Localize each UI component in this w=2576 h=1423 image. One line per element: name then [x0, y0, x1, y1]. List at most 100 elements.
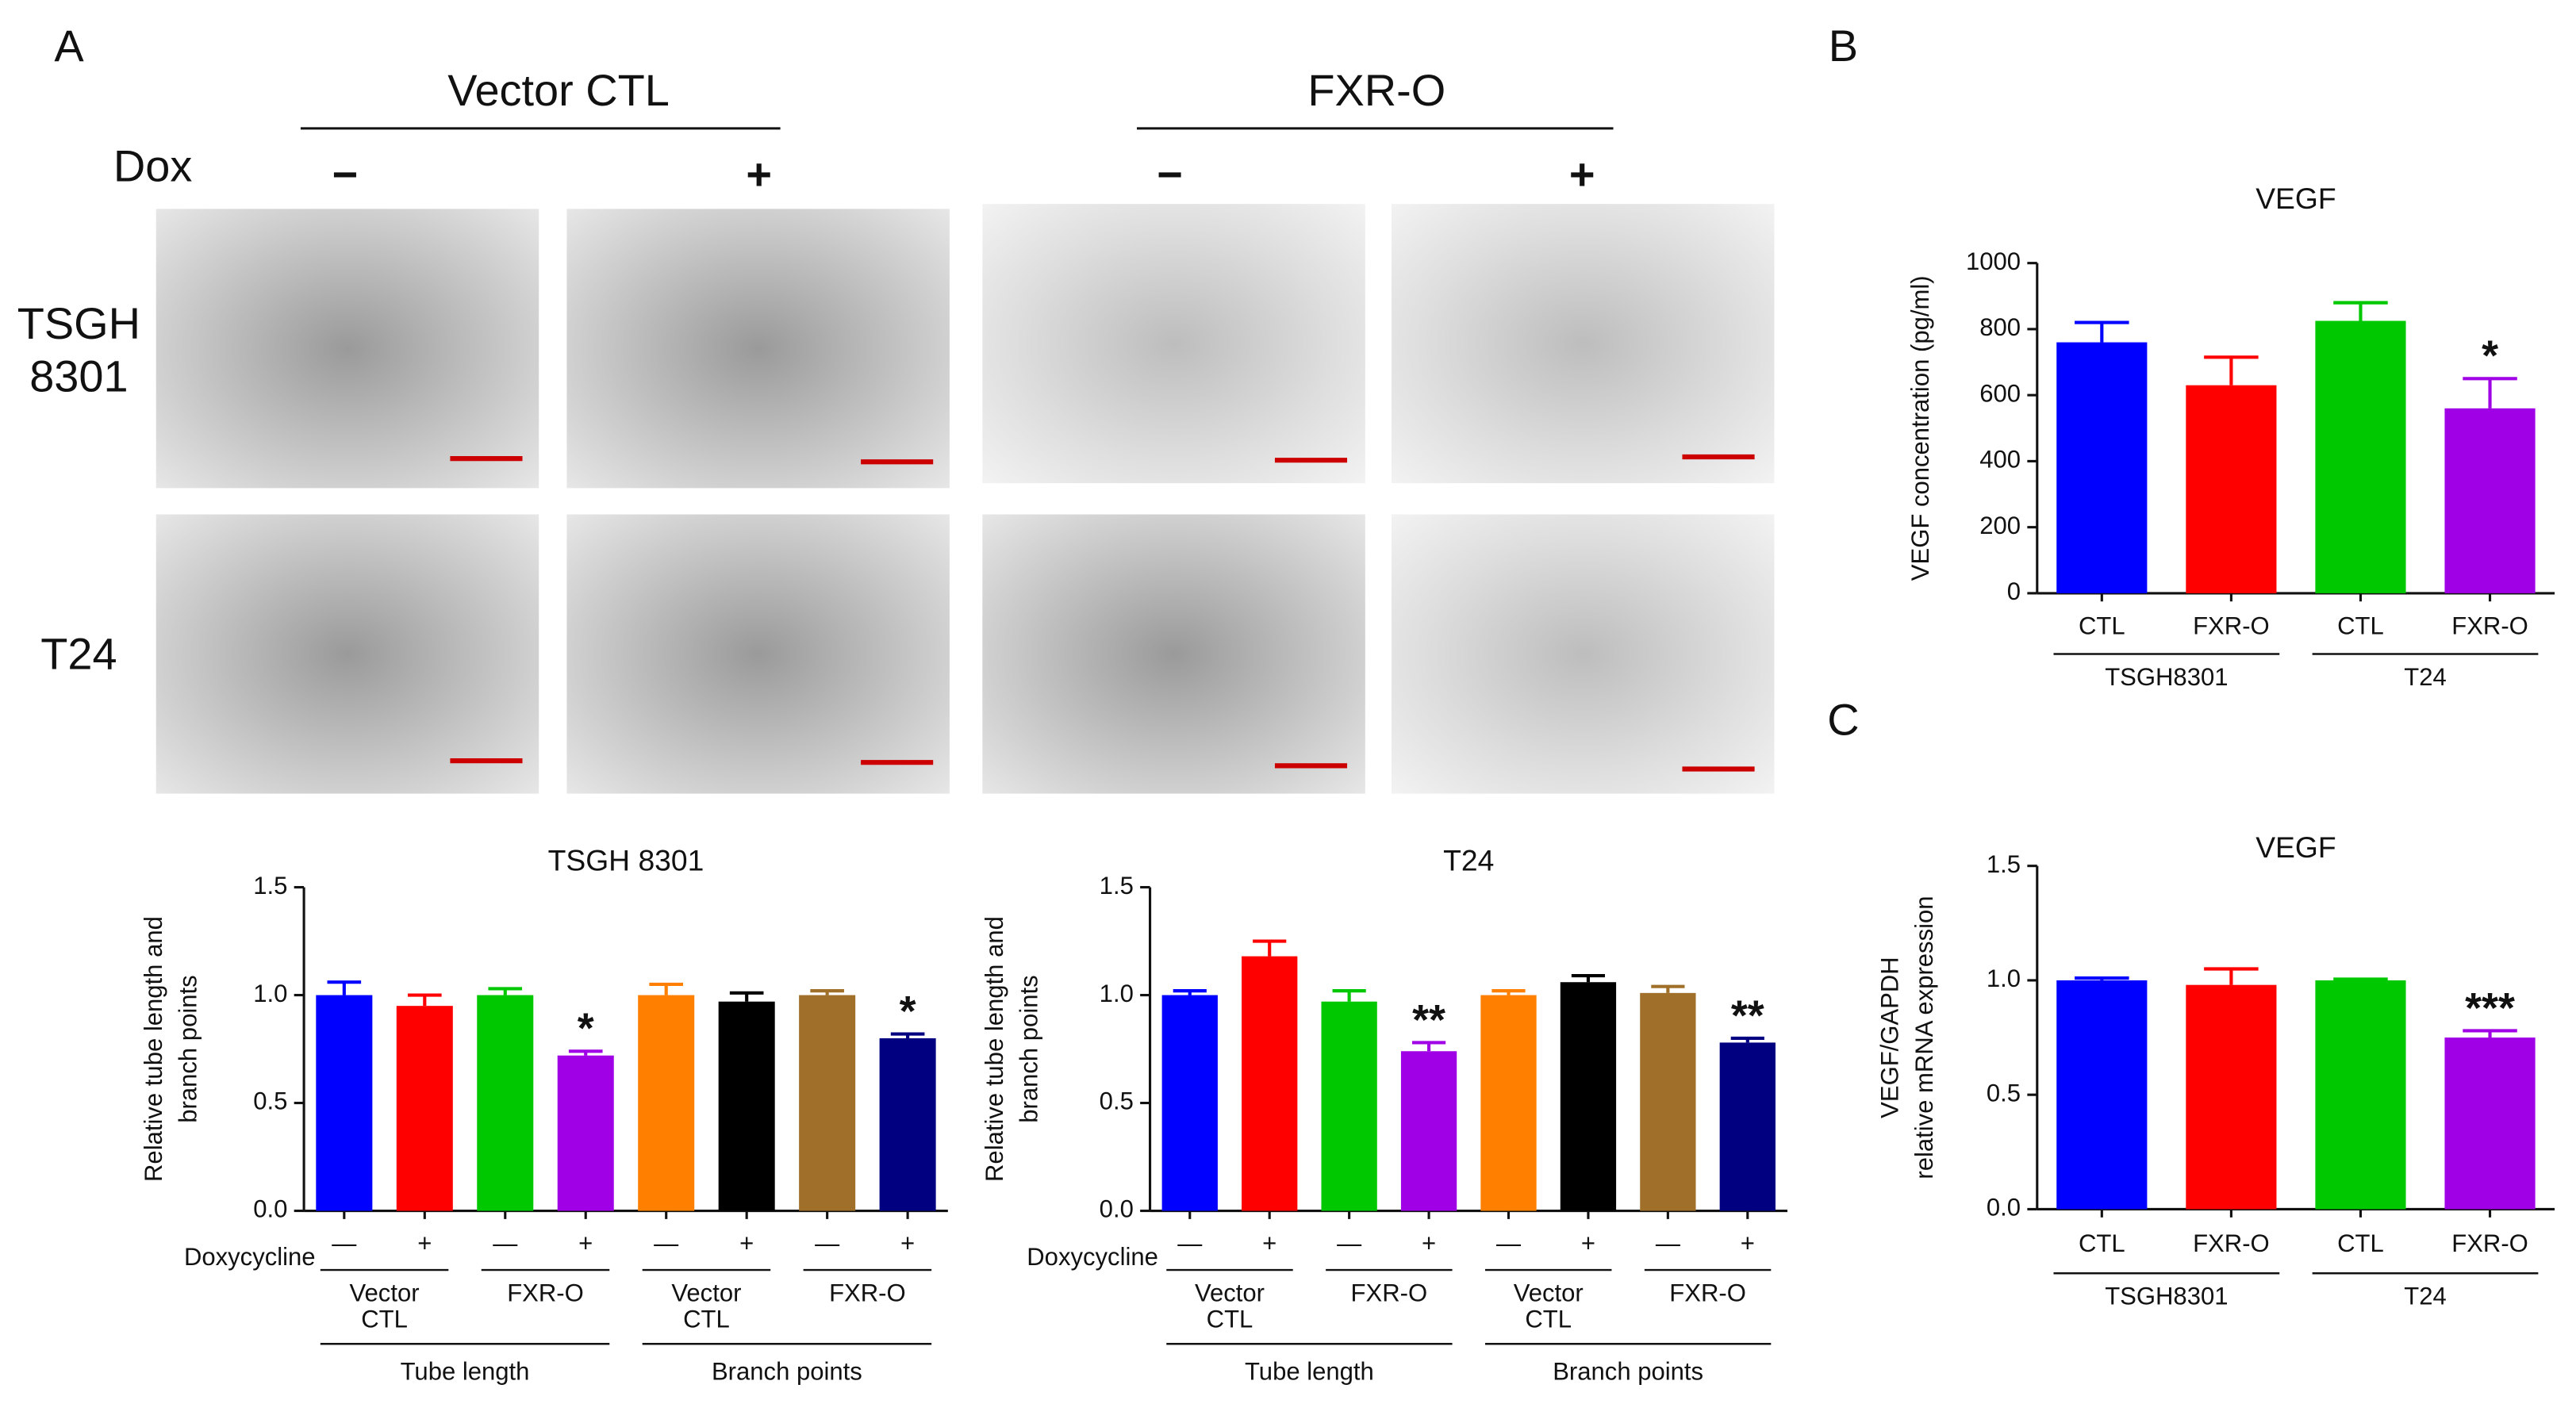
group-label: Vector	[350, 1279, 420, 1306]
x-tick-label: FXR-O	[2193, 1229, 2270, 1257]
x-tick-label: +	[417, 1229, 432, 1257]
y-tick-label: 0.0	[1100, 1195, 1134, 1223]
micrograph	[982, 204, 1365, 484]
error-bar	[890, 1032, 925, 1038]
group-label: T24	[2404, 663, 2447, 691]
y-tick-label: 1.5	[1100, 872, 1134, 899]
significance: *	[2482, 332, 2498, 380]
condition-label: Vector CTL	[447, 65, 670, 115]
y-tick-label: 0.5	[1100, 1087, 1134, 1115]
bar	[638, 995, 695, 1211]
category-row-label: Doxycycline	[184, 1243, 316, 1271]
bar	[2444, 1038, 2536, 1210]
significance: *	[578, 1005, 594, 1053]
y-tick-label: 0.0	[1987, 1194, 2021, 1222]
error-bar	[2333, 301, 2388, 321]
bar	[2056, 980, 2148, 1210]
group-label: CTL	[361, 1305, 408, 1333]
x-tick-label: +	[1422, 1229, 1436, 1257]
supergroup-label: Branch points	[712, 1358, 862, 1386]
x-tick-label: —	[1496, 1229, 1522, 1257]
x-tick-label: +	[900, 1229, 915, 1257]
significance: **	[1412, 996, 1445, 1044]
bar	[2315, 320, 2406, 593]
y-axis-label: VEGF/GAPDH	[1876, 957, 1904, 1118]
error-bar	[407, 993, 442, 1007]
x-tick-label: CTL	[2079, 612, 2125, 640]
y-axis-label: relative mRNA expression	[1910, 896, 1938, 1179]
cell-line-label: 8301	[29, 351, 128, 401]
bar	[1640, 992, 1696, 1211]
error-bar	[1411, 1041, 1446, 1052]
bar	[1560, 982, 1617, 1211]
x-tick-label: +	[578, 1229, 593, 1257]
error-bar	[488, 987, 523, 995]
bar	[557, 1055, 614, 1211]
y-axis-label: branch points	[1015, 975, 1043, 1122]
y-tick-label: 0	[2007, 577, 2021, 605]
bar	[879, 1038, 936, 1211]
y-tick-label: 1.5	[253, 872, 287, 899]
y-tick-label: 1.0	[253, 980, 287, 1007]
x-tick-label: CTL	[2337, 1229, 2384, 1257]
group-label: Vector	[1195, 1279, 1265, 1306]
x-tick-label: +	[1741, 1229, 1755, 1257]
group-label: TSGH8301	[2105, 663, 2228, 691]
category-row-label: Doxycycline	[1027, 1243, 1158, 1271]
x-tick-label: —	[1656, 1229, 1681, 1257]
bar	[1480, 995, 1537, 1211]
bar	[1161, 995, 1218, 1211]
error-bar	[1173, 989, 1207, 995]
y-tick-label: 400	[1979, 446, 2021, 474]
condition-label: FXR-O	[1307, 65, 1445, 115]
y-tick-label: 1.0	[1100, 980, 1134, 1007]
micrograph	[566, 514, 950, 794]
significance: ***	[2465, 984, 2515, 1032]
error-bar	[2204, 967, 2259, 985]
dox-sign: −	[1157, 149, 1183, 199]
x-tick-label: —	[1337, 1229, 1362, 1257]
bar	[477, 995, 534, 1211]
error-bar	[649, 982, 684, 995]
bar	[1719, 1042, 1776, 1211]
error-bar	[729, 991, 764, 1002]
y-tick-label: 0.0	[253, 1195, 287, 1223]
micrograph	[155, 514, 539, 794]
dox-label: Dox	[113, 140, 192, 190]
group-label: CTL	[1207, 1305, 1253, 1333]
group-label: FXR-O	[1351, 1279, 1428, 1306]
group-label: CTL	[683, 1305, 730, 1333]
y-tick-label: 0.5	[253, 1087, 287, 1115]
bar	[1400, 1051, 1457, 1211]
error-bar	[2075, 320, 2129, 343]
error-bar	[1730, 1036, 1764, 1043]
significance: **	[1731, 991, 1764, 1039]
error-bar	[2463, 1029, 2517, 1038]
error-bar	[1651, 984, 1685, 993]
bar	[2444, 408, 2536, 593]
dox-sign: +	[746, 149, 772, 199]
y-axis-label: Relative tube length and	[981, 916, 1008, 1182]
group-label: FXR-O	[1669, 1279, 1746, 1306]
error-bar	[327, 980, 362, 995]
x-tick-label: +	[739, 1229, 754, 1257]
error-bar	[568, 1049, 603, 1056]
group-label: FXR-O	[829, 1279, 906, 1306]
x-tick-label: +	[1581, 1229, 1595, 1257]
y-tick-label: 1.5	[1987, 850, 2021, 878]
error-bar	[1571, 974, 1606, 983]
x-tick-label: —	[654, 1229, 679, 1257]
micrograph	[155, 209, 539, 489]
bar	[718, 1001, 775, 1211]
x-tick-label: CTL	[2079, 1229, 2125, 1257]
y-tick-label: 600	[1979, 379, 2021, 407]
bar	[1321, 1001, 1377, 1211]
bar	[396, 1006, 453, 1211]
panel-label: B	[1829, 21, 1858, 71]
y-tick-label: 800	[1979, 313, 2021, 341]
y-axis-label: Relative tube length and	[140, 916, 167, 1182]
bar	[2186, 984, 2277, 1210]
y-axis-label: branch points	[174, 975, 202, 1122]
micrograph	[1391, 204, 1775, 484]
group-label: T24	[2404, 1282, 2447, 1310]
